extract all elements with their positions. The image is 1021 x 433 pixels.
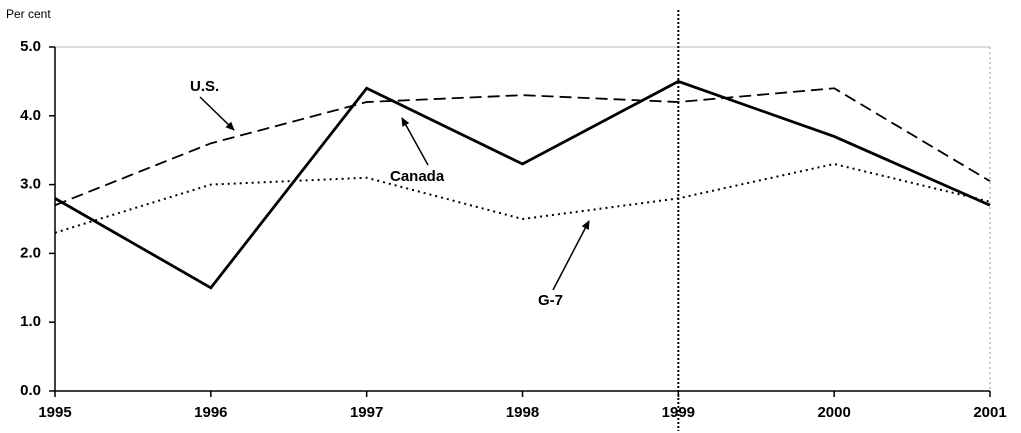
x-tick-label: 1996: [194, 404, 227, 421]
annotation-g7: G-7: [538, 292, 563, 309]
y-tick-label: 5.0: [20, 38, 41, 55]
y-tick-label: 4.0: [20, 107, 41, 124]
y-tick-label: 2.0: [20, 244, 41, 261]
x-tick-label: 2001: [973, 404, 1006, 421]
annotation-arrow: [401, 117, 429, 166]
x-tick-label: 1999: [662, 404, 695, 421]
y-tick-label: 0.0: [20, 382, 41, 399]
x-tick-label: 1997: [350, 404, 383, 421]
annotation-arrow: [199, 96, 235, 131]
series-line: [54, 162, 991, 234]
series-line: [54, 79, 991, 290]
y-tick-label: 1.0: [20, 313, 41, 330]
x-tick-label: 2000: [817, 404, 850, 421]
series-line: [54, 87, 991, 207]
y-axis-label: Per cent: [6, 7, 51, 21]
annotation-arrow: [552, 220, 590, 291]
annotation-us: U.S.: [190, 78, 219, 95]
x-tick-label: 1995: [38, 404, 71, 421]
annotation-canada: Canada: [390, 168, 445, 185]
y-tick-label: 3.0: [20, 176, 41, 193]
x-tick-label: 1998: [506, 404, 539, 421]
